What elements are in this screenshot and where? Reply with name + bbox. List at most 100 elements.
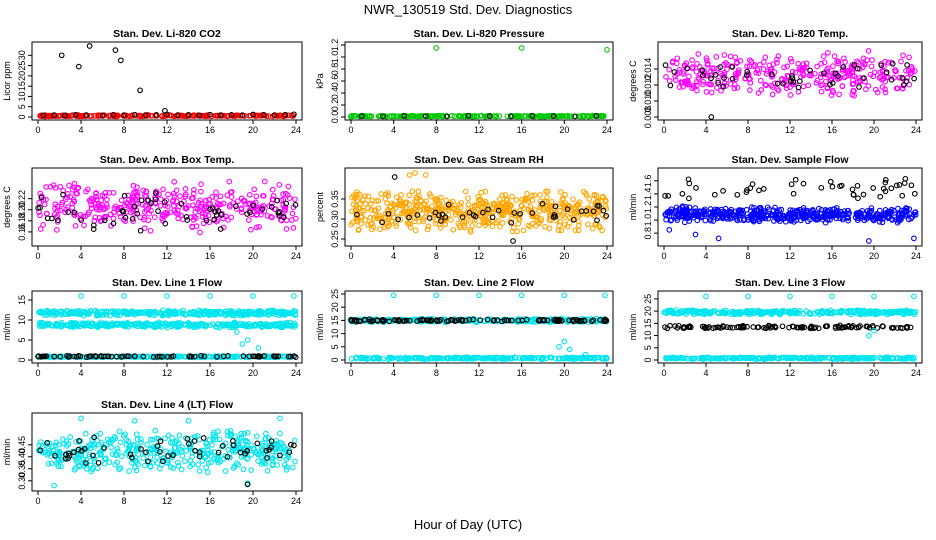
data-point bbox=[175, 322, 182, 329]
y-tick-label: 0.25 bbox=[330, 230, 340, 248]
data-point bbox=[869, 322, 876, 329]
data-point bbox=[58, 311, 65, 318]
data-point bbox=[582, 190, 589, 197]
data-point bbox=[471, 203, 478, 210]
data-point bbox=[554, 113, 561, 120]
data-point bbox=[465, 195, 471, 202]
data-point bbox=[834, 208, 841, 214]
data-point bbox=[466, 355, 473, 361]
data-point bbox=[356, 318, 362, 324]
data-point bbox=[417, 207, 424, 213]
y-tick-label: 20 bbox=[643, 306, 653, 316]
y-tick-label: 0 bbox=[17, 114, 27, 119]
data-point bbox=[277, 430, 283, 437]
data-point bbox=[527, 223, 533, 230]
data-point bbox=[220, 353, 227, 360]
data-point bbox=[455, 210, 462, 217]
data-point bbox=[200, 220, 207, 227]
data-point bbox=[387, 113, 393, 119]
y-tick-label: 5 bbox=[643, 345, 653, 350]
data-point bbox=[667, 82, 674, 89]
data-point bbox=[240, 197, 247, 204]
data-point bbox=[409, 188, 416, 195]
data-point bbox=[823, 323, 830, 330]
data-point bbox=[686, 73, 692, 80]
data-point bbox=[715, 79, 721, 86]
data-point bbox=[694, 60, 700, 67]
data-point bbox=[744, 63, 750, 70]
data-point bbox=[686, 195, 692, 202]
data-point bbox=[358, 113, 365, 119]
data-point bbox=[702, 355, 708, 362]
data-point bbox=[55, 217, 61, 224]
data-point bbox=[896, 75, 903, 81]
data-point bbox=[379, 219, 385, 226]
stan-dev-line-4-lt-flow-series-cyan-0 bbox=[35, 427, 298, 476]
data-point bbox=[132, 188, 139, 195]
data-point bbox=[893, 182, 900, 189]
y-tick-label: 0.35 bbox=[17, 460, 27, 478]
data-point bbox=[183, 204, 190, 211]
data-point bbox=[444, 355, 450, 362]
data-point bbox=[799, 323, 806, 330]
data-point bbox=[491, 201, 498, 208]
data-point bbox=[455, 355, 461, 361]
data-point bbox=[863, 216, 870, 222]
data-point bbox=[43, 353, 50, 360]
data-point bbox=[178, 200, 185, 207]
data-point bbox=[422, 113, 429, 119]
data-point bbox=[105, 353, 112, 360]
data-point bbox=[152, 113, 159, 119]
data-point bbox=[88, 205, 95, 212]
data-point bbox=[821, 70, 827, 77]
data-point bbox=[716, 214, 723, 220]
data-point bbox=[393, 317, 400, 324]
data-point bbox=[750, 63, 757, 69]
data-point bbox=[72, 308, 79, 315]
data-point bbox=[803, 60, 810, 67]
data-point bbox=[675, 322, 682, 329]
stan-dev-li-820-co2-title: Stan. Dev. Li-820 CO2 bbox=[113, 28, 221, 40]
data-point bbox=[244, 211, 250, 217]
data-point bbox=[793, 310, 800, 317]
data-point bbox=[727, 324, 733, 331]
data-point bbox=[289, 210, 296, 217]
y-tick-label: 0.8 bbox=[330, 63, 340, 76]
data-point bbox=[435, 112, 442, 119]
y-tick-label: 0.6 bbox=[330, 75, 340, 88]
data-point bbox=[65, 354, 72, 360]
y-tick-label: 1.0 bbox=[330, 51, 340, 64]
x-tick-label: 0 bbox=[348, 251, 353, 261]
data-point bbox=[134, 210, 141, 217]
data-point bbox=[73, 354, 80, 360]
data-point bbox=[516, 208, 523, 214]
data-point bbox=[785, 211, 792, 217]
data-point bbox=[689, 64, 696, 70]
data-point bbox=[759, 214, 765, 220]
data-point bbox=[702, 217, 709, 224]
data-point bbox=[348, 114, 354, 120]
data-point bbox=[572, 227, 579, 233]
data-point bbox=[734, 84, 741, 91]
data-point bbox=[896, 182, 903, 188]
data-point bbox=[427, 355, 434, 362]
data-point bbox=[843, 73, 849, 80]
data-point bbox=[482, 198, 489, 205]
data-point bbox=[768, 71, 775, 78]
data-point bbox=[510, 224, 517, 231]
data-point bbox=[767, 68, 774, 75]
data-point bbox=[561, 292, 568, 299]
data-point bbox=[127, 310, 133, 317]
stan-dev-li-820-temp-ylabel: degrees C bbox=[628, 60, 638, 102]
data-point bbox=[844, 207, 851, 214]
data-point bbox=[868, 205, 875, 211]
data-point bbox=[82, 309, 89, 316]
data-point bbox=[144, 320, 151, 326]
data-point bbox=[182, 193, 189, 200]
data-point bbox=[476, 222, 482, 229]
data-point bbox=[90, 226, 97, 232]
data-point bbox=[457, 113, 463, 119]
data-point bbox=[240, 353, 247, 359]
data-point bbox=[380, 318, 386, 325]
